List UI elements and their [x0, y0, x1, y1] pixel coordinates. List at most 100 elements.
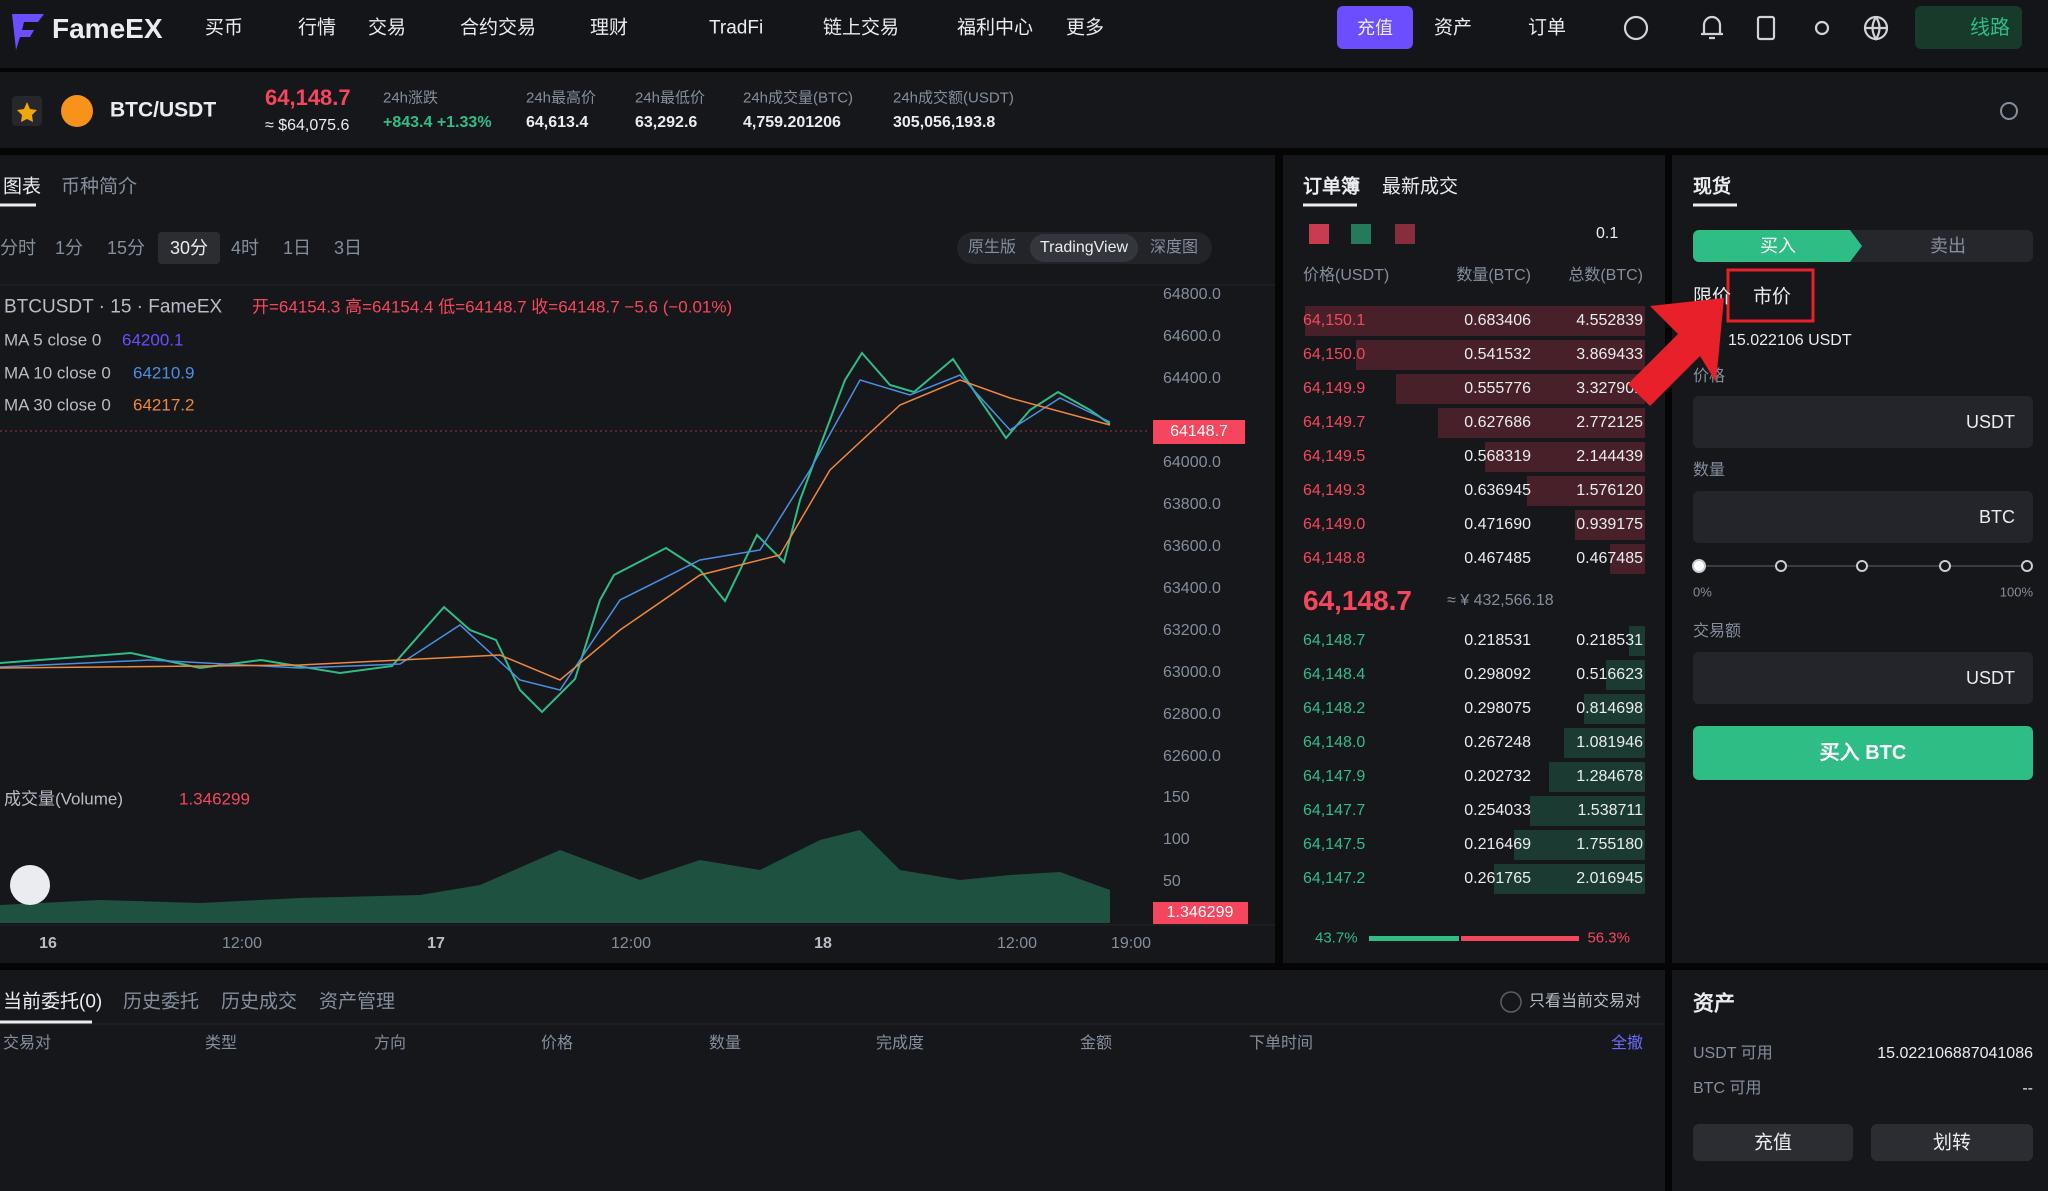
mid-price: 64,148.7 — [1303, 585, 1412, 616]
unit: BTC — [1979, 507, 2015, 527]
order-tab[interactable]: 资产管理 — [319, 991, 396, 1013]
mode[interactable]: 深度图 — [1149, 239, 1199, 256]
qty: 0.555776 — [1464, 380, 1531, 397]
checkbox[interactable] — [1500, 991, 1522, 1013]
tab[interactable]: 现货 — [1693, 176, 1732, 198]
tab[interactable]: 最新成交 — [1382, 176, 1459, 198]
route-button[interactable] — [1915, 6, 2022, 49]
slider-min: 0% — [1693, 584, 1712, 600]
order-tab[interactable]: 当前委托(0) — [3, 991, 103, 1013]
route[interactable]: 线路 — [1970, 17, 2010, 39]
time-tick: 18 — [814, 935, 832, 952]
buy[interactable]: 买入 — [1760, 236, 1796, 256]
qty: 0.471690 — [1464, 516, 1531, 533]
column: 数量 — [709, 1035, 742, 1052]
column: 完成度 — [876, 1035, 925, 1052]
depth-bar — [1628, 626, 1645, 656]
total: 1.576120 — [1576, 482, 1643, 499]
qty: 0.683406 — [1464, 312, 1531, 329]
pair[interactable]: BTC/USDT — [110, 98, 217, 122]
price-input[interactable] — [1693, 396, 2033, 448]
interval[interactable]: 3日 — [334, 238, 363, 258]
stat-value: 63,292.6 — [635, 114, 698, 131]
price-tick: 63600.0 — [1163, 538, 1221, 555]
volume-tick: 100 — [1163, 831, 1190, 848]
interval[interactable]: 15分 — [107, 238, 146, 258]
price: 64,148.2 — [1303, 700, 1366, 717]
order-type[interactable]: 市价 — [1753, 286, 1792, 308]
nav-orders[interactable]: 订单 — [1528, 17, 1567, 39]
total: 2.144439 — [1576, 448, 1643, 465]
nav-item[interactable]: TradFi — [709, 17, 764, 39]
highlight-box — [1726, 268, 1815, 323]
tab[interactable]: 图表 — [3, 176, 42, 198]
nav-item[interactable]: 更多 — [1066, 17, 1105, 39]
order-type[interactable]: 限价 — [1693, 286, 1732, 308]
time-tick: 12:00 — [221, 935, 263, 952]
interval[interactable]: 4时 — [231, 238, 260, 258]
submit-button[interactable] — [1693, 726, 2033, 780]
column: 类型 — [205, 1035, 238, 1052]
nav-item[interactable]: 福利中心 — [957, 17, 1034, 39]
tab[interactable]: 订单簿 — [1303, 176, 1361, 198]
tab[interactable]: 币种简介 — [61, 176, 138, 198]
amount-input[interactable] — [1693, 491, 2033, 543]
total-input[interactable] — [1693, 652, 2033, 704]
label: 交易额 — [1693, 623, 1742, 640]
asset-button[interactable]: 划转 — [1932, 1132, 1972, 1154]
nav-assets[interactable]: 资产 — [1434, 17, 1473, 39]
sell[interactable]: 卖出 — [1930, 236, 1966, 256]
buy-ratio-bar — [1369, 936, 1459, 941]
interval[interactable]: 1分 — [55, 238, 84, 258]
sell-ratio-bar — [1461, 936, 1579, 941]
total: 4.552839 — [1576, 312, 1643, 329]
order-tab[interactable]: 历史委托 — [123, 991, 200, 1013]
depth-bar — [1513, 830, 1645, 860]
cancel-all[interactable]: 全撤 — [1610, 1035, 1643, 1052]
nav-item[interactable]: 行情 — [298, 17, 337, 39]
transfer-btn[interactable] — [1871, 1124, 2033, 1161]
nav-item[interactable]: 买币 — [205, 17, 244, 39]
total: 2.016945 — [1576, 870, 1643, 887]
deposit-button[interactable] — [1337, 6, 1413, 49]
nav-item[interactable]: 理财 — [590, 17, 629, 39]
slider-dots[interactable] — [1692, 559, 2033, 573]
depth-bar — [1305, 306, 1645, 336]
deposit[interactable]: 充值 — [1357, 18, 1393, 38]
interval[interactable]: 30分 — [170, 238, 209, 258]
ma-label: MA 5 close 0 — [4, 330, 102, 350]
nav-item[interactable]: 合约交易 — [460, 17, 537, 39]
settings-icon[interactable] — [2000, 102, 2018, 120]
btc-icon — [61, 95, 93, 127]
nav-item[interactable]: 交易 — [368, 17, 407, 39]
depth-bar — [1610, 544, 1645, 574]
buy-tab[interactable] — [1693, 230, 1862, 262]
column: 下单时间 — [1249, 1035, 1314, 1052]
ma-line — [0, 379, 1111, 681]
step[interactable]: 0.1 — [1596, 225, 1619, 242]
label: 价格 — [1693, 368, 1726, 385]
interval[interactable]: 分时 — [0, 238, 36, 258]
price-tick: 63000.0 — [1163, 664, 1221, 681]
asset-label: USDT 可用 — [1693, 1045, 1773, 1062]
column: 价格 — [541, 1035, 574, 1052]
logo-icon — [12, 14, 44, 50]
deposit-btn[interactable] — [1693, 1124, 1853, 1161]
qty: 0.627686 — [1464, 414, 1531, 431]
order-tab[interactable]: 历史成交 — [221, 991, 298, 1013]
legend: BTCUSDT · 15 · FameEX — [4, 296, 223, 318]
orderbook-panel — [1283, 155, 1665, 963]
nav-item[interactable]: 链上交易 — [823, 17, 900, 39]
mode[interactable]: TradingView — [1039, 239, 1129, 256]
mid-cny: ≈ ¥ 432,566.18 — [1447, 592, 1554, 609]
ohlc: 开=64154.3 高=64154.4 低=64148.7 收=64148.7 … — [252, 297, 733, 317]
interval[interactable]: 1日 — [283, 238, 312, 258]
total: 1.081946 — [1576, 734, 1643, 751]
layout-icons[interactable] — [1309, 224, 1415, 244]
asset-button[interactable]: 充值 — [1753, 1132, 1793, 1154]
only-current[interactable]: 只看当前交易对 — [1529, 993, 1642, 1010]
submit[interactable]: 买入 BTC — [1819, 742, 1907, 764]
price-tick: 62800.0 — [1163, 706, 1221, 723]
mode[interactable]: 原生版 — [967, 239, 1017, 256]
